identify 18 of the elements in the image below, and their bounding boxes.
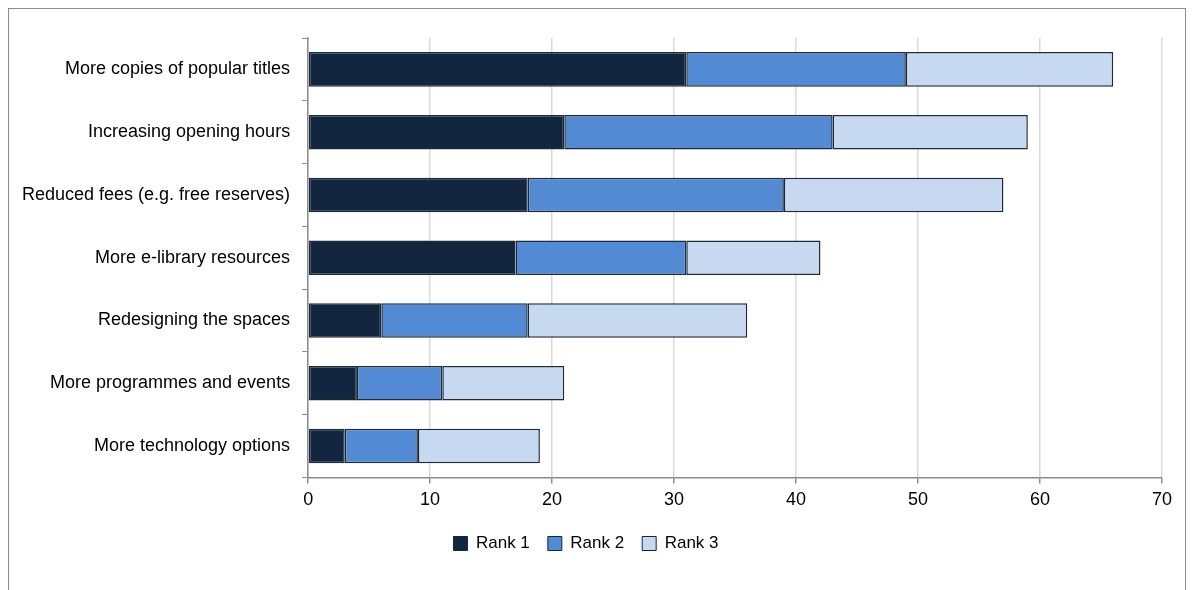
legend-label: Rank 1: [475, 533, 530, 553]
y-tick-label: More copies of popular titles: [65, 58, 291, 79]
y-tick-label: More technology options: [94, 434, 291, 455]
x-tick-label: 0: [303, 489, 314, 510]
y-tick-label: Increasing opening hours: [87, 121, 291, 142]
y-tick-label: Reduced fees (e.g. free reserves): [21, 183, 291, 204]
legend-label: Rank 2: [570, 533, 625, 553]
x-tick-label: 30: [664, 489, 685, 510]
x-tick-label: 10: [420, 489, 441, 510]
y-tick-label: More programmes and events: [50, 372, 291, 393]
x-tick-label: 70: [1151, 489, 1173, 510]
x-tick-label: 40: [786, 489, 807, 510]
x-tick-label: 60: [1030, 489, 1051, 510]
x-tick-label: 20: [542, 489, 563, 510]
y-tick-label: Redesigning the spaces: [97, 309, 291, 330]
y-tick-label: More e-library resources: [95, 246, 291, 267]
x-tick-label: 50: [908, 489, 929, 510]
legend-label: Rank 3: [664, 533, 719, 553]
